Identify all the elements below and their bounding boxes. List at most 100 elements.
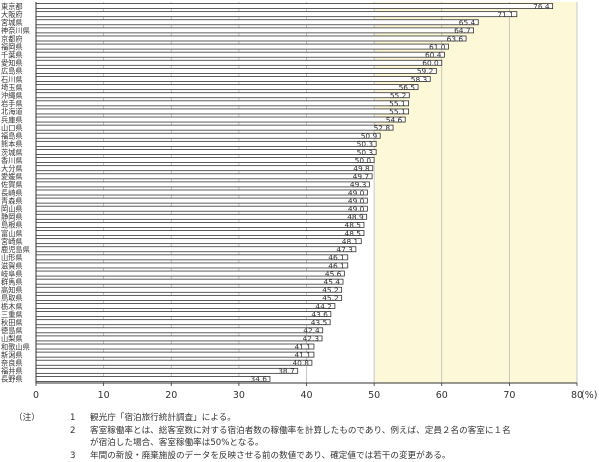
bar <box>35 205 368 212</box>
category-label: 山形県 <box>1 253 23 262</box>
bar-value-label: 42.3 <box>303 334 320 343</box>
bar-value-label: 59.2 <box>417 67 433 76</box>
bar-value-label: 60.4 <box>425 50 442 59</box>
category-label: 福島県 <box>1 132 23 141</box>
bar-value-label: 49.0 <box>348 205 365 214</box>
bar-value-label: 44.2 <box>315 302 331 311</box>
category-label: 香川県 <box>1 156 23 165</box>
category-label: 京都府 <box>1 34 23 43</box>
x-tick-label: 60 <box>436 390 448 401</box>
x-tick-label: 50 <box>368 390 380 401</box>
x-tick-label: 40 <box>300 390 312 401</box>
bar-value-label: 50.3 <box>357 148 374 157</box>
category-label: 新潟県 <box>1 350 23 359</box>
category-label: 福岡県 <box>1 42 23 51</box>
category-label: 北海道 <box>1 107 23 116</box>
bar <box>35 246 357 253</box>
category-label: 兵庫県 <box>1 115 23 124</box>
bar-value-label: 46.1 <box>328 261 345 270</box>
note-number: 3 <box>70 450 76 461</box>
bar <box>35 270 345 277</box>
category-label: 群馬県 <box>1 277 23 286</box>
bar <box>35 359 313 366</box>
category-label: 宮城県 <box>1 18 23 27</box>
category-label: 神奈川県 <box>1 26 30 35</box>
x-tick-label: 10 <box>98 390 110 401</box>
category-label: 秋田県 <box>1 318 23 327</box>
category-label: 栃木県 <box>1 302 23 311</box>
bar-value-label: 71.1 <box>497 10 514 19</box>
bar <box>35 311 332 318</box>
category-label: 富山県 <box>1 229 23 238</box>
x-axis-unit-label: (%) <box>581 390 597 401</box>
category-label: 長崎県 <box>1 188 23 197</box>
category-label: 愛媛県 <box>1 172 23 181</box>
category-label: 鹿児島県 <box>1 245 30 254</box>
note-text-continued: が宿泊した場合、客室稼働率は50%となる。 <box>90 438 264 448</box>
bar-value-label: 55.1 <box>389 99 406 108</box>
bar <box>35 262 349 269</box>
category-label: 鳥取県 <box>1 294 23 303</box>
bar <box>35 165 374 172</box>
bar-value-label: 61.0 <box>429 42 446 51</box>
bar-value-label: 45.4 <box>324 277 341 286</box>
category-label: 滋賀県 <box>1 261 23 270</box>
category-label: 福井県 <box>1 367 23 376</box>
bar <box>35 367 299 374</box>
bar <box>35 222 365 228</box>
note-number: 2 <box>70 425 76 436</box>
bar-value-label: 38.7 <box>278 367 295 376</box>
bar <box>35 27 474 34</box>
bar <box>35 67 437 74</box>
bar <box>35 294 343 301</box>
bar <box>35 3 554 9</box>
category-label: 静岡県 <box>1 213 23 222</box>
bar <box>35 92 410 99</box>
bar <box>35 327 324 334</box>
bar <box>35 351 315 358</box>
bar <box>35 197 368 204</box>
bar-value-label: 65.4 <box>459 18 476 27</box>
category-label: 大阪府 <box>1 10 23 19</box>
bar-value-label: 56.5 <box>399 83 416 92</box>
bar <box>35 84 419 91</box>
bar-value-label: 54.6 <box>386 115 403 124</box>
category-label: 埼玉県 <box>1 83 23 92</box>
bar <box>35 254 349 261</box>
bar-value-label: 58.3 <box>411 75 428 84</box>
bar-value-label: 49.0 <box>348 196 365 205</box>
note-row-1: （注） 1 観光庁「宿泊旅行統計調査」による。 <box>14 412 594 425</box>
x-tick-label: 70 <box>503 390 515 401</box>
bar <box>35 189 368 196</box>
bar <box>35 181 370 188</box>
bar-value-label: 45.2 <box>322 294 338 303</box>
bar-value-label: 49.8 <box>353 164 370 173</box>
category-label: 石川県 <box>1 75 23 84</box>
bar-value-label: 60.0 <box>422 59 439 68</box>
note-tag: （注） <box>14 413 40 423</box>
bar-value-label: 45.2 <box>322 286 338 295</box>
bar-value-label: 76.4 <box>533 2 550 11</box>
bar <box>35 303 336 309</box>
bar <box>35 108 410 115</box>
bar <box>35 11 518 18</box>
category-label: 山梨県 <box>1 334 23 343</box>
category-label: 高知県 <box>1 286 23 295</box>
note-text: 客室稼働率とは、総客室数に対する宿泊者数の稼働率を計算したものであり、例えば、定… <box>90 425 511 436</box>
bar-value-label: 50.3 <box>357 140 374 149</box>
bar <box>35 116 406 123</box>
bar <box>35 35 467 42</box>
bar-value-label: 42.4 <box>303 326 320 335</box>
bar-value-label: 49.7 <box>353 172 370 181</box>
category-label: 奈良県 <box>1 359 23 368</box>
category-label: 三重県 <box>1 310 23 319</box>
bar <box>35 100 410 107</box>
bar-value-label: 52.8 <box>374 123 391 132</box>
bar-value-label: 64.7 <box>454 26 471 35</box>
note-row-2-cont: が宿泊した場合、客室稼働率は50%となる。 <box>14 437 594 450</box>
bar-value-label: 50.0 <box>355 156 372 165</box>
category-label: 広島県 <box>1 67 23 76</box>
bar <box>35 213 368 220</box>
category-label: 岩手県 <box>1 99 23 108</box>
category-label: 徳島県 <box>1 326 23 335</box>
